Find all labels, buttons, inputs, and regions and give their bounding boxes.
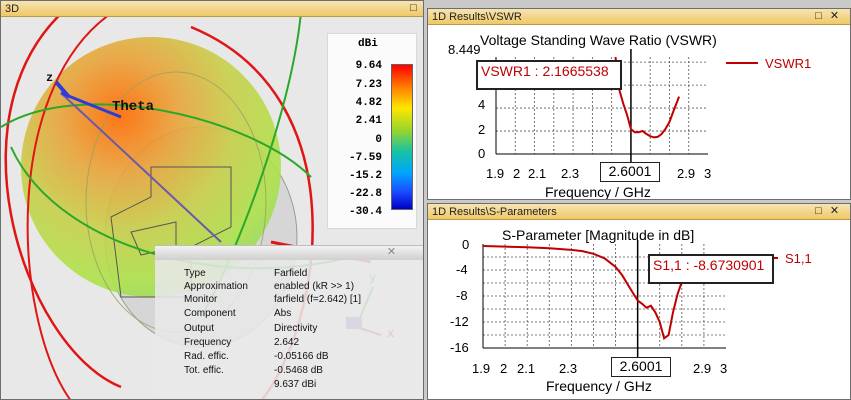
vswr-legend: VSWR1: [765, 56, 812, 71]
antenna-outline: [110, 166, 232, 298]
y-tick-label: -16: [450, 340, 469, 355]
maximize-icon[interactable]: □: [815, 205, 822, 217]
info-value: Abs: [274, 308, 292, 319]
scale-label: 9.64: [355, 60, 382, 72]
info-value: farfield (f=2.642) [1]: [274, 294, 361, 305]
s11-series-line: [482, 245, 698, 340]
y-tick-label: 4: [478, 97, 486, 112]
vswr-window[interactable]: 1D Results\VSWR □ ✕ Voltage Standing Wav…: [427, 8, 851, 200]
vswr-marker-label[interactable]: VSWR1 : 2.1665538: [476, 60, 622, 90]
info-value: -0.05166 dB: [274, 351, 329, 362]
x-tick-label: 2.9: [693, 361, 712, 376]
x-tick-label: 3: [704, 166, 712, 181]
scale-label: -30.4: [348, 206, 382, 218]
info-value: 9.637 dBi: [274, 379, 317, 390]
theta-cut-line: [4, 17, 122, 389]
sparam-x-axis-label: Frequency / GHz: [546, 378, 652, 394]
z-axis-label: z: [46, 71, 54, 85]
scale-label: 7.23: [355, 79, 382, 91]
z-axis-arrow: [54, 80, 71, 99]
close-icon[interactable]: ✕: [829, 205, 840, 217]
info-value: Directivity: [274, 323, 318, 334]
pattern-axis-line: [60, 92, 222, 243]
sparam-legend: S1,1: [785, 251, 812, 266]
y-tick-label: -12: [450, 314, 469, 329]
x-tick-label: 1.9: [472, 361, 491, 376]
sparam-grid: [483, 244, 726, 348]
color-scale-legend: dBi 9.64 7.23 4.82 2.41 0 -7.59 -15.2 -2…: [327, 33, 417, 229]
scale-label: -22.8: [348, 188, 382, 200]
phi-cut-line: [1, 103, 312, 178]
info-key: Frequency: [184, 337, 232, 348]
x-tick-label: 2.9: [677, 166, 696, 181]
scale-label: 2.41: [355, 115, 382, 127]
vswr-chart-title: Voltage Standing Wave Ratio (VSWR): [480, 32, 717, 48]
info-key: Tot. effic.: [184, 365, 224, 376]
theta-label: Theta: [112, 99, 155, 115]
x-tick-label: 2.3: [561, 166, 580, 181]
info-value: enabled (kR >> 1): [274, 281, 355, 292]
maximize-icon[interactable]: □: [815, 10, 822, 22]
sparam-title: 1D Results\S-Parameters: [432, 206, 557, 218]
sparam-window[interactable]: 1D Results\S-Parameters □ ✕ S-Parameter …: [427, 203, 851, 400]
theta-arrow: [60, 91, 122, 119]
sparam-marker-label[interactable]: S1,1 : -8.6730901: [648, 254, 774, 284]
farfield-3d-title: 3D: [5, 3, 20, 15]
vswr-cursor-freq[interactable]: 2.6001: [600, 162, 660, 182]
x-tick-label: 1.9: [486, 166, 505, 181]
info-key: Type: [184, 268, 206, 279]
close-icon[interactable]: ✕: [386, 246, 397, 258]
info-key: Output: [184, 323, 215, 334]
info-key: Approximation: [184, 281, 248, 292]
info-key: Component: [184, 308, 236, 319]
farfield-3d-titlebar[interactable]: 3D □: [1, 1, 423, 17]
info-value: Farfield: [274, 268, 308, 279]
sparam-titlebar[interactable]: 1D Results\S-Parameters □ ✕: [428, 204, 850, 220]
x-tick-label: 2.3: [559, 361, 578, 376]
x-tick-label: 2.1: [517, 361, 536, 376]
vswr1-series-line: [614, 56, 681, 139]
vswr-titlebar[interactable]: 1D Results\VSWR □ ✕: [428, 9, 850, 25]
x-tick-label: 2.1: [528, 166, 547, 181]
y-tick-label: -8: [456, 288, 468, 303]
vswr-x-axis-label: Frequency / GHz: [545, 184, 651, 200]
scale-label: 0: [375, 134, 382, 146]
x-tick-label: 2: [513, 166, 521, 181]
close-icon[interactable]: ✕: [829, 10, 840, 22]
theta-cut-line: [26, 17, 109, 399]
sparam-chart-title: S-Parameter [Magnitude in dB]: [502, 227, 695, 243]
info-value: 2.642: [274, 337, 300, 348]
sparam-cursor-freq[interactable]: 2.6001: [611, 357, 671, 377]
vswr-plot[interactable]: [428, 9, 851, 200]
y-tick-label: -4: [456, 262, 468, 277]
scale-label: 4.82: [355, 97, 382, 109]
x-tick-label: 3: [720, 361, 728, 376]
y-tick-label: 8.449: [448, 42, 481, 57]
info-value: -0.5468 dB: [274, 365, 323, 376]
y-tick-label: 2: [478, 122, 486, 137]
maximize-icon[interactable]: □: [410, 2, 417, 14]
scale-label: -7.59: [348, 152, 382, 164]
info-key: Monitor: [184, 294, 218, 305]
scale-label: -15.2: [348, 170, 382, 182]
x-tick-label: 2: [500, 361, 508, 376]
vswr-title: 1D Results\VSWR: [432, 11, 522, 23]
farfield-info-panel: ✕ Type Farfield Approximation enabled (k…: [155, 245, 423, 399]
color-scale-bar: [391, 64, 413, 210]
info-panel-header: [155, 246, 423, 260]
y-tick-label: 0: [462, 237, 470, 252]
info-key: Rad. effic.: [184, 351, 229, 362]
scale-unit: dBi: [358, 38, 378, 50]
y-tick-label: 0: [478, 146, 486, 161]
farfield-3d-window[interactable]: 3D □ Theta z y x: [0, 0, 424, 400]
